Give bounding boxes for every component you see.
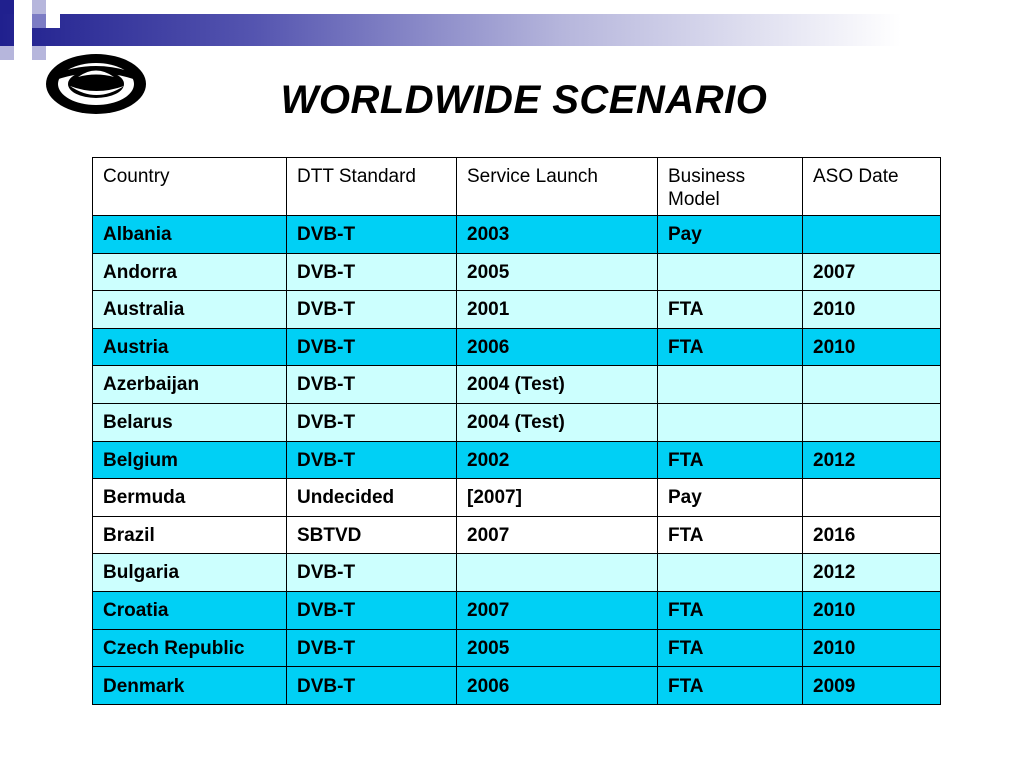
table-cell: [657, 252, 803, 292]
table-cell: [802, 402, 941, 442]
table-cell: 2005: [456, 628, 658, 668]
decor-square: [0, 0, 14, 14]
table-row: Czech Republic DVB-T 2005 FTA 2010: [92, 628, 941, 668]
table-cell: DVB-T: [286, 402, 457, 442]
table-cell: 2002: [456, 440, 658, 480]
table-cell: 2006: [456, 666, 658, 706]
table-row: Bulgaria DVB-T 2012: [92, 553, 941, 592]
table-cell: FTA: [657, 515, 803, 555]
table-cell: 2007: [456, 590, 658, 630]
table-cell: 2010: [802, 590, 941, 630]
table-cell: FTA: [657, 666, 803, 706]
table-row: Andorra DVB-T 2005 2007: [92, 252, 941, 292]
table-cell: 2006: [456, 327, 658, 367]
decor-square: [32, 14, 46, 28]
dtt-table: Country DTT Standard Service Launch Busi…: [92, 157, 941, 706]
table-cell: SBTVD: [286, 515, 457, 555]
table-cell: 2009: [802, 666, 941, 706]
table-cell: 2010: [802, 628, 941, 668]
table-cell: DVB-T: [286, 440, 457, 480]
table-cell: FTA: [657, 628, 803, 668]
table-cell: FTA: [657, 327, 803, 367]
table-row: Bermuda Undecided [2007] Pay: [92, 478, 941, 517]
table-cell: Andorra: [92, 252, 287, 292]
table-cell: Bulgaria: [92, 553, 287, 592]
header-gradient-band: [0, 14, 1024, 46]
table-cell: FTA: [657, 590, 803, 630]
table-cell: FTA: [657, 440, 803, 480]
header-decoration: [0, 0, 1024, 60]
page-title: WORLDWIDE SCENARIO: [280, 78, 768, 122]
table-cell: DVB-T: [286, 327, 457, 367]
decor-square: [14, 0, 32, 14]
table-cell: DVB-T: [286, 252, 457, 292]
table-cell: [802, 478, 941, 517]
table-cell: 2016: [802, 515, 941, 555]
table-cell: Denmark: [92, 666, 287, 706]
decor-square: [0, 46, 14, 60]
table-cell: Belarus: [92, 402, 287, 442]
table-cell: [456, 553, 658, 592]
table-row: Belarus DVB-T 2004 (Test): [92, 402, 941, 442]
table-cell: 2001: [456, 290, 658, 329]
table-cell: DVB-T: [286, 290, 457, 329]
decor-square: [32, 46, 46, 60]
table-cell: DVB-T: [286, 628, 457, 668]
table-cell: 2012: [802, 440, 941, 480]
table-row: Belgium DVB-T 2002 FTA 2012: [92, 440, 941, 480]
table-cell: [802, 365, 941, 404]
table-cell: DVB-T: [286, 365, 457, 404]
table-cell: Austria: [92, 327, 287, 367]
table-cell: [657, 553, 803, 592]
table-cell: DVB-T: [286, 666, 457, 706]
column-header: Service Launch: [456, 157, 658, 216]
table-cell: Albania: [92, 215, 287, 254]
table-row: Austria DVB-T 2006 FTA 2010: [92, 327, 941, 367]
table-header-row: Country DTT Standard Service Launch Busi…: [92, 157, 941, 216]
table-cell: FTA: [657, 290, 803, 329]
table-row: Croatia DVB-T 2007 FTA 2010: [92, 590, 941, 630]
table-cell: 2004 (Test): [456, 365, 658, 404]
column-header: ASO Date: [802, 157, 941, 216]
table-cell: 2005: [456, 252, 658, 292]
table-cell: Pay: [657, 478, 803, 517]
table-cell: 2010: [802, 290, 941, 329]
table-row: Brazil SBTVD 2007 FTA 2016: [92, 515, 941, 555]
table-cell: [802, 215, 941, 254]
table-cell: Croatia: [92, 590, 287, 630]
table-cell: DVB-T: [286, 553, 457, 592]
table-row: Azerbaijan DVB-T 2004 (Test): [92, 365, 941, 404]
table-cell: DVB-T: [286, 215, 457, 254]
table-cell: [657, 365, 803, 404]
table-cell: 2007: [456, 515, 658, 555]
decor-square: [14, 14, 32, 46]
table-cell: Australia: [92, 290, 287, 329]
table-cell: 2012: [802, 553, 941, 592]
table-cell: Brazil: [92, 515, 287, 555]
table-cell: Pay: [657, 215, 803, 254]
table-row: Australia DVB-T 2001 FTA 2010: [92, 290, 941, 329]
table-row: Denmark DVB-T 2006 FTA 2009: [92, 666, 941, 706]
table-cell: [2007]: [456, 478, 658, 517]
table-row: Albania DVB-T 2003 Pay: [92, 215, 941, 254]
column-header: Business Model: [657, 157, 803, 216]
table-cell: 2007: [802, 252, 941, 292]
doordarshan-logo-icon: [46, 54, 146, 114]
table-cell: Czech Republic: [92, 628, 287, 668]
column-header: DTT Standard: [286, 157, 457, 216]
table-cell: 2004 (Test): [456, 402, 658, 442]
table-cell: Azerbaijan: [92, 365, 287, 404]
table-cell: Undecided: [286, 478, 457, 517]
table-cell: 2010: [802, 327, 941, 367]
table-cell: 2003: [456, 215, 658, 254]
doordarshan-logo: [40, 52, 156, 138]
table-cell: Bermuda: [92, 478, 287, 517]
column-header: Country: [92, 157, 287, 216]
decor-square: [46, 14, 60, 28]
table-cell: DVB-T: [286, 590, 457, 630]
decor-square: [32, 0, 46, 14]
table-cell: Belgium: [92, 440, 287, 480]
table-cell: [657, 402, 803, 442]
